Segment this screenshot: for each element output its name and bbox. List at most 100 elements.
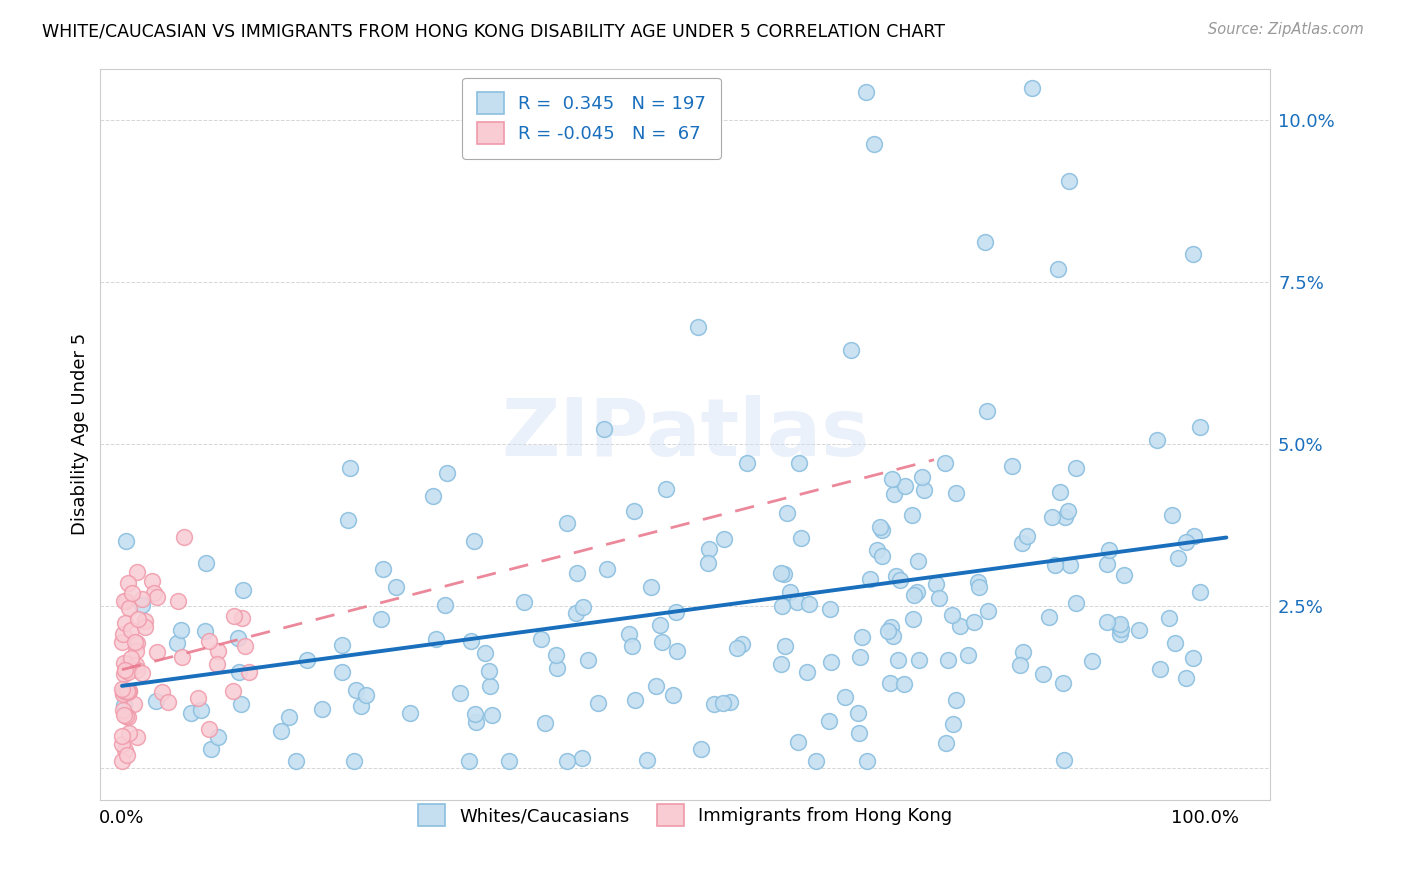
Point: [620, 639, 643, 653]
Point: [789, 531, 811, 545]
Point: [339, 461, 361, 475]
Point: [592, 421, 614, 435]
Point: [449, 686, 471, 700]
Point: [180, 706, 202, 720]
Point: [370, 612, 392, 626]
Point: [942, 716, 965, 731]
Point: [350, 698, 373, 713]
Point: [127, 611, 149, 625]
Point: [117, 665, 139, 679]
Point: [1015, 529, 1038, 543]
Point: [498, 755, 520, 769]
Point: [859, 572, 882, 586]
Point: [912, 483, 935, 498]
Point: [278, 709, 301, 723]
Point: [530, 632, 553, 646]
Point: [797, 598, 820, 612]
Point: [142, 586, 165, 600]
Point: [465, 714, 488, 729]
Point: [111, 730, 134, 744]
Point: [856, 755, 879, 769]
Point: [170, 650, 193, 665]
Point: [125, 565, 148, 579]
Point: [111, 703, 134, 717]
Point: [889, 573, 911, 587]
Point: [893, 677, 915, 691]
Text: WHITE/CAUCASIAN VS IMMIGRANTS FROM HONG KONG DISABILITY AGE UNDER 5 CORRELATION : WHITE/CAUCASIAN VS IMMIGRANTS FROM HONG …: [42, 22, 945, 40]
Point: [231, 697, 253, 711]
Point: [117, 657, 139, 672]
Point: [905, 584, 928, 599]
Point: [894, 479, 917, 493]
Point: [460, 634, 482, 648]
Point: [481, 708, 503, 723]
Point: [651, 634, 673, 648]
Point: [112, 684, 135, 698]
Point: [112, 698, 135, 712]
Point: [207, 643, 229, 657]
Point: [851, 630, 873, 644]
Point: [645, 679, 668, 693]
Point: [1167, 551, 1189, 566]
Point: [284, 755, 307, 769]
Point: [884, 569, 907, 583]
Point: [125, 643, 148, 657]
Point: [640, 581, 662, 595]
Point: [1001, 458, 1024, 473]
Point: [156, 695, 179, 709]
Point: [474, 646, 496, 660]
Point: [205, 657, 228, 671]
Point: [703, 697, 725, 711]
Point: [1189, 420, 1212, 434]
Point: [949, 618, 972, 632]
Point: [735, 456, 758, 470]
Point: [118, 683, 141, 698]
Point: [928, 591, 950, 606]
Point: [936, 652, 959, 666]
Point: [565, 606, 588, 620]
Point: [967, 574, 990, 589]
Point: [197, 634, 219, 648]
Point: [433, 598, 456, 612]
Point: [463, 534, 485, 549]
Point: [457, 755, 479, 769]
Point: [513, 595, 536, 609]
Point: [834, 690, 856, 705]
Point: [941, 608, 963, 623]
Point: [713, 532, 735, 546]
Point: [198, 722, 221, 736]
Point: [399, 706, 422, 720]
Point: [120, 651, 142, 665]
Point: [478, 664, 501, 678]
Point: [122, 698, 145, 712]
Point: [385, 580, 408, 594]
Point: [1052, 676, 1074, 690]
Point: [907, 553, 929, 567]
Point: [1064, 461, 1087, 475]
Point: [690, 742, 713, 756]
Point: [1164, 636, 1187, 650]
Point: [311, 702, 333, 716]
Point: [121, 586, 143, 600]
Point: [841, 343, 863, 358]
Point: [114, 615, 136, 630]
Point: [1021, 81, 1043, 95]
Point: [200, 742, 222, 756]
Point: [925, 577, 948, 591]
Point: [846, 706, 869, 721]
Point: [903, 588, 925, 602]
Point: [166, 594, 188, 608]
Point: [1189, 585, 1212, 599]
Point: [1057, 174, 1080, 188]
Point: [977, 604, 1000, 618]
Point: [1097, 615, 1119, 629]
Point: [770, 599, 793, 614]
Point: [1181, 247, 1204, 261]
Point: [546, 648, 568, 663]
Point: [787, 456, 810, 470]
Point: [224, 608, 246, 623]
Point: [131, 598, 153, 612]
Point: [226, 632, 249, 646]
Point: [1109, 617, 1132, 632]
Point: [976, 404, 998, 418]
